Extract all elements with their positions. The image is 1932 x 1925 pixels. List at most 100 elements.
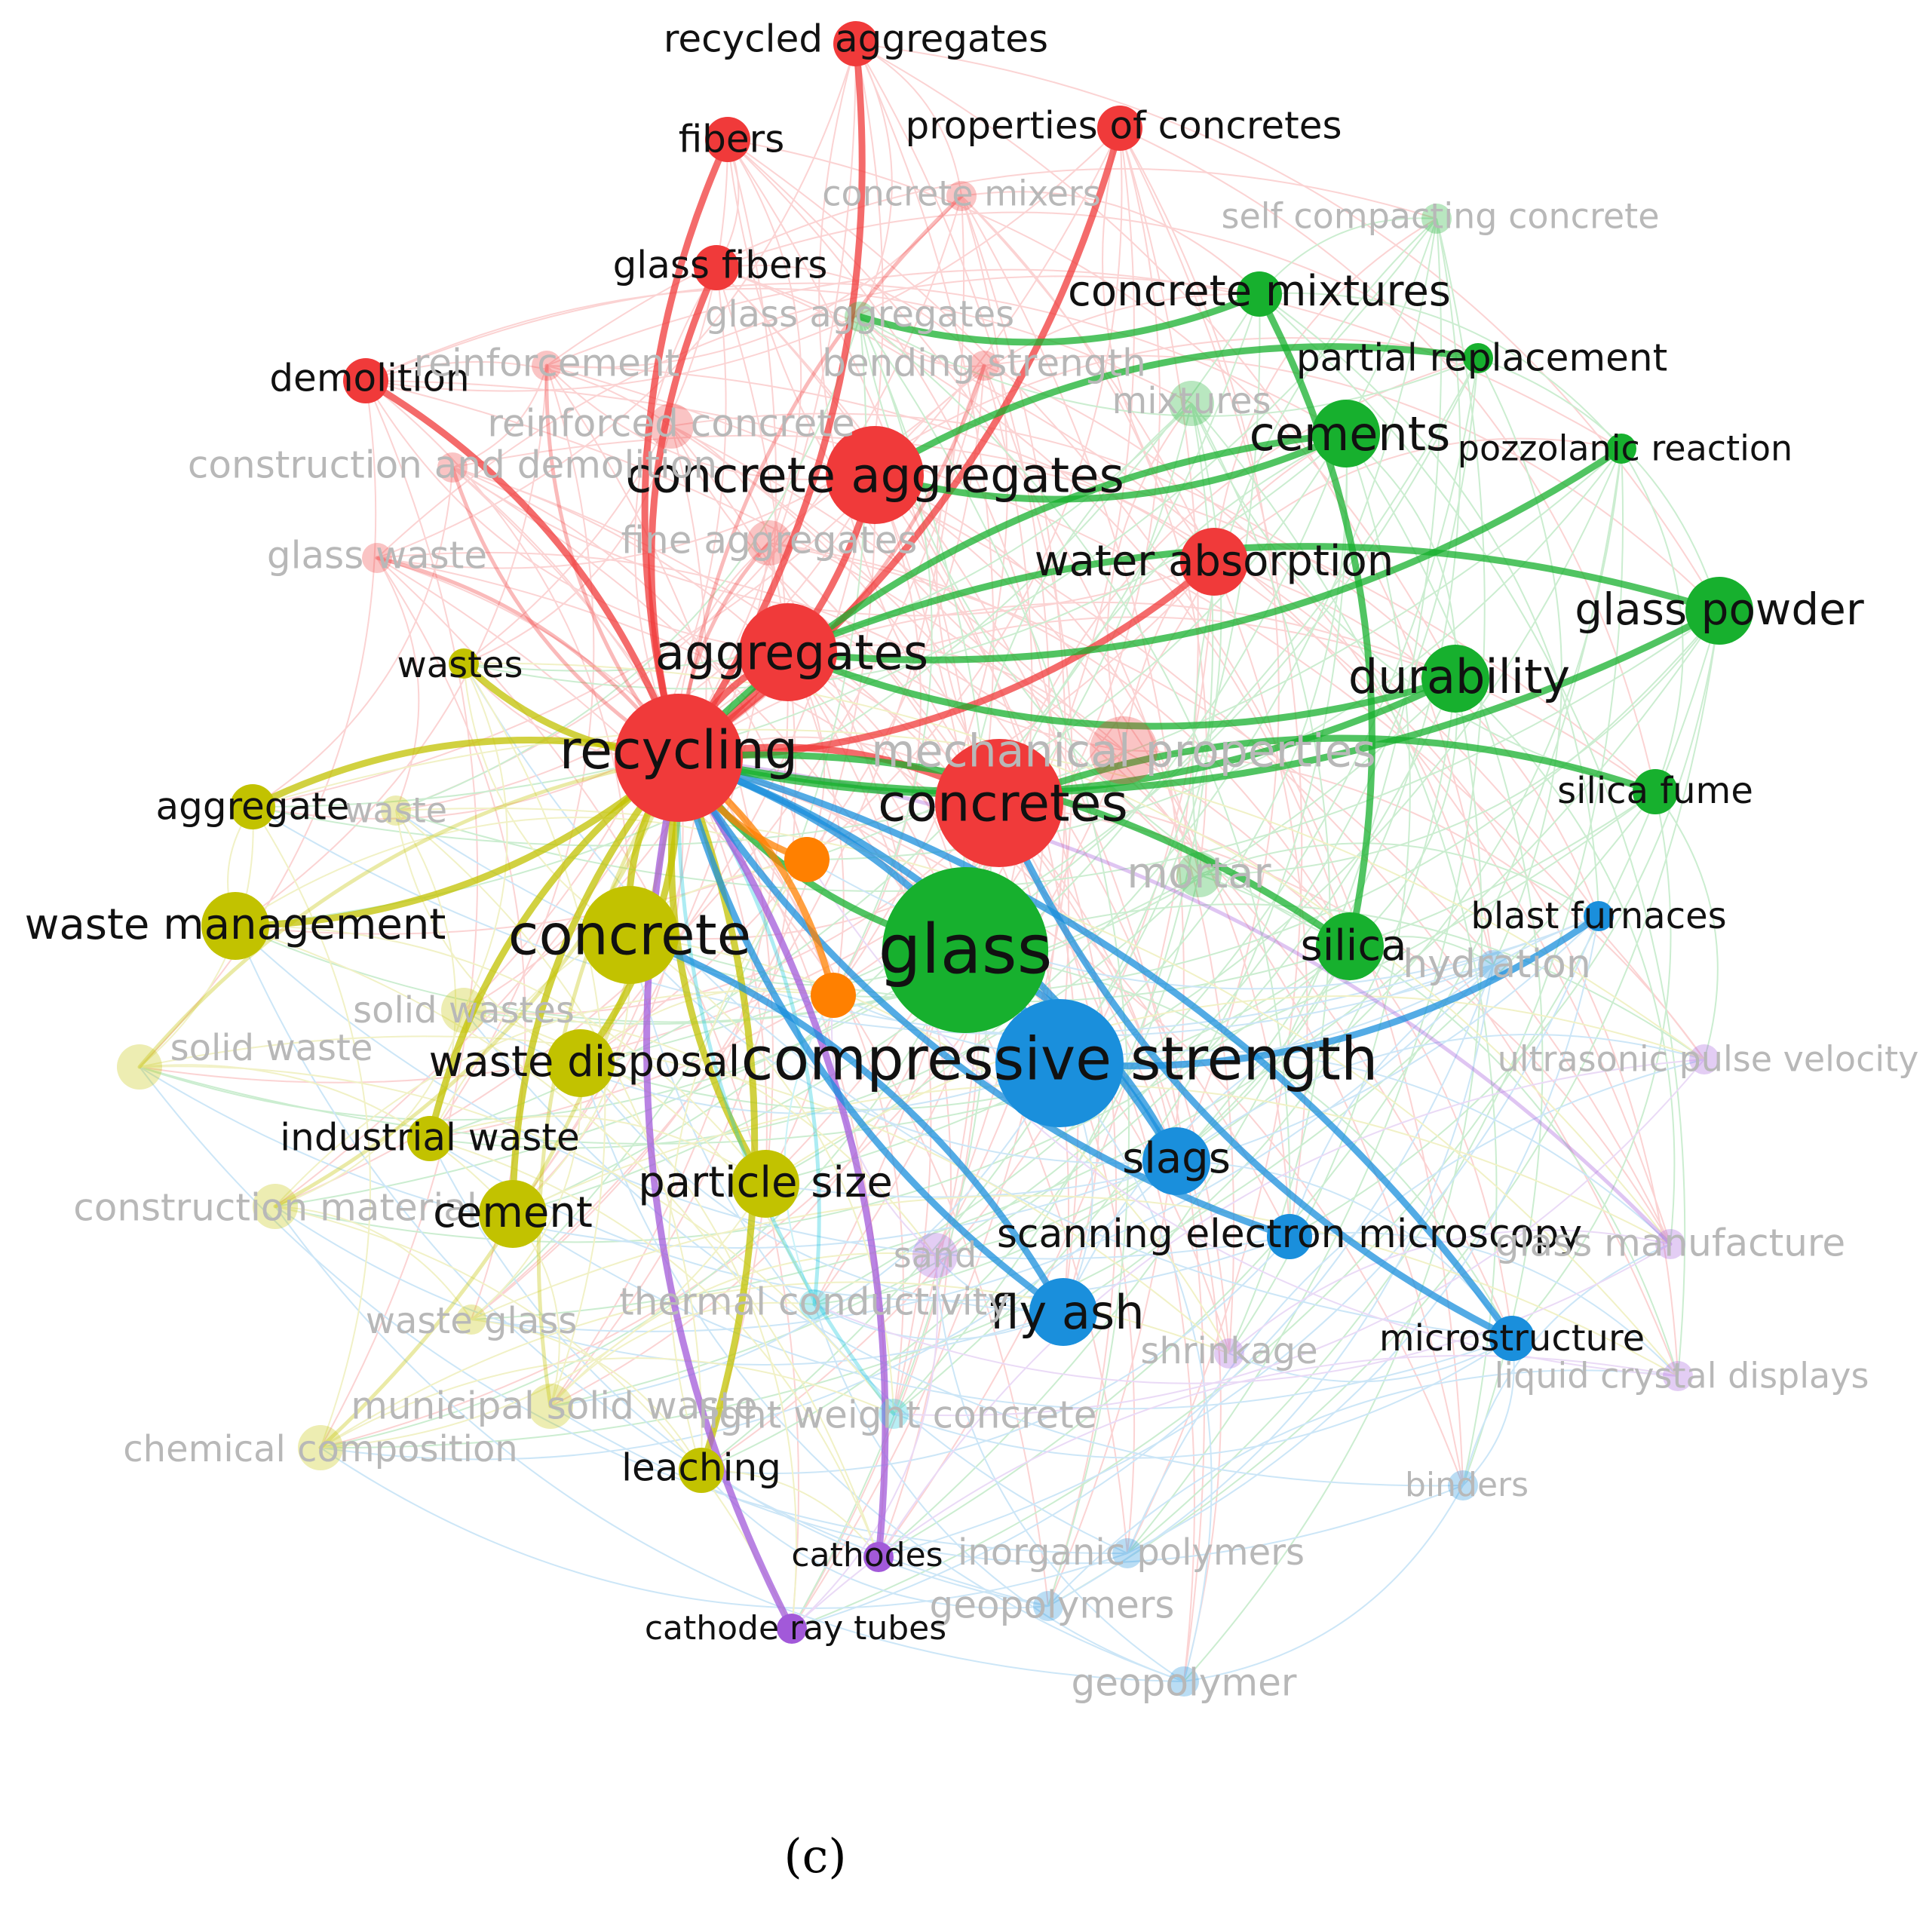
node-cathodes[interactable]	[863, 1542, 894, 1572]
background-link	[791, 610, 1720, 1629]
label-bending-strength: bending strength	[822, 342, 1146, 385]
node-slags[interactable]	[1142, 1127, 1210, 1195]
node-binders[interactable]	[1448, 1470, 1478, 1500]
background-link	[670, 425, 932, 1415]
node-glass-aggregates[interactable]	[845, 302, 875, 332]
node-cement[interactable]	[479, 1180, 547, 1248]
node-recycled-aggregates[interactable]	[833, 21, 879, 66]
node-waste-disposal[interactable]	[547, 1029, 615, 1097]
label-self-compacting-concrete: self compacting concrete	[1222, 196, 1660, 237]
node-waste-glass[interactable]	[456, 1304, 486, 1335]
node-glass-powder[interactable]	[1685, 577, 1753, 645]
node-construction-and-demolition[interactable]	[437, 452, 468, 483]
node-glass[interactable]	[882, 867, 1048, 1033]
background-link	[961, 195, 1208, 875]
node-bending-strength[interactable]	[969, 351, 999, 381]
node-reinforced-concrete[interactable]	[649, 403, 694, 449]
node-ultrasonic-pulse-velocity[interactable]	[1689, 1044, 1719, 1074]
background-link	[376, 557, 420, 811]
node-waste[interactable]	[381, 795, 411, 826]
background-link	[376, 557, 1290, 1237]
node-cements[interactable]	[1312, 400, 1380, 467]
node-industrial-waste[interactable]	[407, 1116, 452, 1161]
node-solid-wastes[interactable]	[441, 988, 486, 1033]
node-aggregate[interactable]	[230, 784, 275, 829]
node-blast-furnaces[interactable]	[1584, 901, 1614, 931]
node-leaching[interactable]	[679, 1448, 724, 1493]
node-concretes[interactable]	[935, 739, 1063, 867]
background-link	[365, 380, 1513, 1339]
node-recycling[interactable]	[615, 694, 743, 822]
node-fine-aggregates[interactable]	[747, 520, 792, 566]
node-glass-manufacture[interactable]	[1655, 1229, 1685, 1259]
background-link	[365, 282, 1347, 434]
background-link	[1213, 561, 1679, 1377]
node-fibers[interactable]	[705, 117, 750, 162]
node-municipal-solid-waste[interactable]	[528, 1384, 573, 1429]
link-glass_aggregates-concrete_mixtures	[856, 290, 1263, 346]
background-link	[1047, 964, 1494, 1607]
node-water-absorption[interactable]	[1180, 528, 1248, 596]
node-cathode-ray-tubes[interactable]	[777, 1614, 807, 1644]
node-thermal-conductivity[interactable]	[799, 1289, 830, 1320]
background-link	[814, 43, 995, 1305]
node-demolition[interactable]	[343, 358, 388, 403]
background-link	[1511, 791, 1672, 1339]
node-reinforcement[interactable]	[532, 351, 562, 381]
node-microstructure[interactable]	[1489, 1316, 1535, 1361]
background-link	[235, 924, 766, 1185]
node-light-weight-concrete[interactable]	[879, 1399, 909, 1429]
node-silica[interactable]	[1316, 912, 1384, 980]
node-partial-replacement[interactable]	[1463, 343, 1493, 373]
background-link	[274, 1206, 472, 1320]
node-orange2[interactable]	[811, 973, 856, 1018]
background-link	[365, 380, 631, 936]
background-link	[633, 267, 717, 759]
node-waste-management[interactable]	[201, 892, 269, 960]
node-construction-materials[interactable]	[253, 1184, 298, 1229]
background-link	[1455, 678, 1676, 1245]
node-aggregates[interactable]	[739, 603, 837, 701]
background-link	[765, 127, 1135, 1185]
node-glass-fibers[interactable]	[694, 245, 739, 290]
label-concretes: concretes	[878, 774, 1128, 834]
node-orange1[interactable]	[784, 837, 830, 882]
background-link	[814, 1304, 1064, 1341]
node-solid-waste[interactable]	[117, 1044, 162, 1090]
node-concrete[interactable]	[581, 886, 679, 984]
node-properties-of-concretes[interactable]	[1097, 106, 1142, 151]
node-durability[interactable]	[1421, 645, 1489, 713]
node-geopolymers[interactable]	[1033, 1591, 1063, 1621]
node-liquid-crystal-displays[interactable]	[1663, 1361, 1693, 1391]
node-mortar[interactable]	[1176, 852, 1222, 897]
node-concrete-aggregates[interactable]	[826, 426, 924, 524]
node-inorganic-polymers[interactable]	[1112, 1538, 1142, 1568]
background-link	[139, 1066, 1177, 1249]
background-link	[893, 1338, 1513, 1459]
node-concrete-mixtures[interactable]	[1237, 271, 1282, 317]
node-wastes[interactable]	[449, 648, 479, 679]
background-link	[139, 949, 966, 1121]
node-concrete-mixers[interactable]	[946, 181, 977, 211]
node-compressive-strength[interactable]	[995, 999, 1124, 1127]
node-fly-ash[interactable]	[1029, 1278, 1097, 1346]
link-recycling-demolition	[362, 377, 682, 762]
background-link	[274, 946, 1351, 1243]
background-link	[1259, 293, 1599, 917]
background-link	[878, 1059, 1705, 1558]
node-pozzolanic-reaction[interactable]	[1606, 434, 1636, 464]
node-chemical-composition[interactable]	[298, 1425, 343, 1470]
node-hydration[interactable]	[1478, 950, 1508, 980]
label-concrete: concrete	[508, 903, 751, 968]
node-silica-fume[interactable]	[1633, 769, 1678, 814]
node-glass-waste[interactable]	[362, 543, 392, 573]
node-sand[interactable]	[912, 1233, 958, 1278]
node-mechanical-properties[interactable]	[1090, 716, 1158, 784]
background-link	[376, 557, 799, 1629]
node-self-compacting-concrete[interactable]	[1421, 204, 1452, 234]
node-shrinkage[interactable]	[1214, 1338, 1244, 1369]
node-particle-size[interactable]	[731, 1150, 799, 1218]
node-geopolymer[interactable]	[1169, 1666, 1199, 1697]
node-mixtures[interactable]	[1169, 381, 1214, 426]
node-scanning-electron-microscopy[interactable]	[1267, 1214, 1312, 1259]
